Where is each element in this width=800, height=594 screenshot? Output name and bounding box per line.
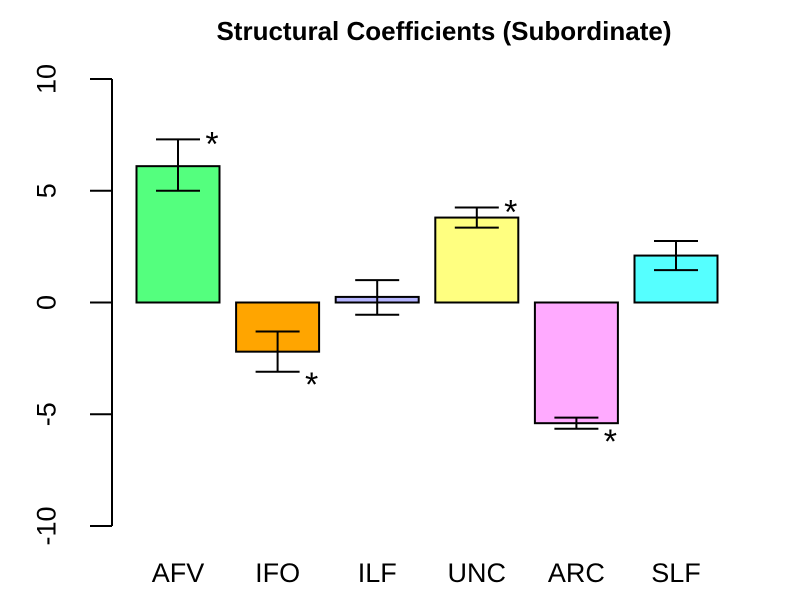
significance-markers: * * * * [205, 125, 617, 460]
category-label: AFV [152, 558, 205, 588]
y-tick-label: 5 [31, 183, 61, 198]
category-label: ARC [548, 558, 605, 588]
y-tick-label: -5 [31, 402, 61, 426]
y-tick-label: 10 [31, 64, 61, 94]
y-tick-label: 0 [31, 295, 61, 310]
x-axis-categories: AFV IFO ILF UNC ARC SLF [152, 558, 701, 588]
y-axis: -10 -5 0 5 10 [31, 64, 112, 546]
significance-star: * [305, 366, 318, 404]
category-label: SLF [651, 558, 701, 588]
chart-title: Structural Coefficients (Subordinate) [216, 16, 671, 46]
error-bars [156, 138, 698, 430]
category-label: UNC [448, 558, 507, 588]
bar [533, 301, 619, 425]
y-tick-label: -10 [31, 506, 61, 545]
significance-star: * [504, 194, 517, 232]
category-label: IFO [255, 558, 300, 588]
category-label: ILF [358, 558, 397, 588]
significance-star: * [604, 423, 617, 461]
significance-star: * [205, 125, 218, 163]
bars [135, 165, 719, 425]
